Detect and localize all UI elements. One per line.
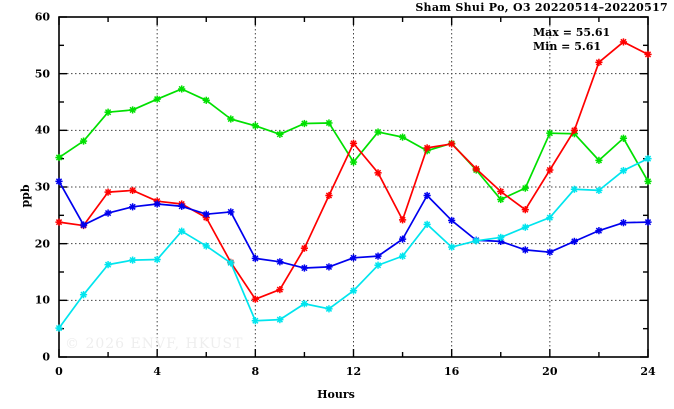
x-tick-label: 24	[640, 365, 656, 378]
legend-max: Max = 55.61	[533, 26, 611, 39]
legend: Max = 55.61 Min = 5.61	[533, 26, 610, 54]
y-tick-label: 40	[34, 123, 50, 137]
data-series-group	[55, 38, 652, 332]
legend-min: Min = 5.61	[533, 40, 602, 53]
x-tick-label: 4	[153, 365, 161, 378]
y-tick-label: 10	[34, 293, 50, 307]
x-axis-label: Hours	[317, 388, 355, 401]
x-tick-label: 12	[345, 365, 362, 378]
chart-title: Sham Shui Po, O3 20220514–20220517	[415, 1, 668, 14]
series-20220515	[55, 38, 652, 303]
x-tick-label: 20	[542, 365, 558, 378]
y-tick-label: 60	[34, 10, 50, 24]
y-tick-label: 20	[34, 237, 50, 251]
series-20220517	[55, 155, 652, 332]
series-20220516	[55, 177, 652, 272]
y-axis-label: ppb	[19, 184, 33, 208]
x-tick-label: 16	[444, 365, 460, 378]
x-tick-label: 0	[55, 365, 63, 378]
y-tick-label: 50	[34, 67, 50, 81]
y-tick-label: 30	[34, 180, 50, 194]
y-tick-label: 0	[42, 350, 50, 364]
grid-lines	[59, 17, 648, 357]
x-tick-label: 8	[251, 365, 260, 378]
